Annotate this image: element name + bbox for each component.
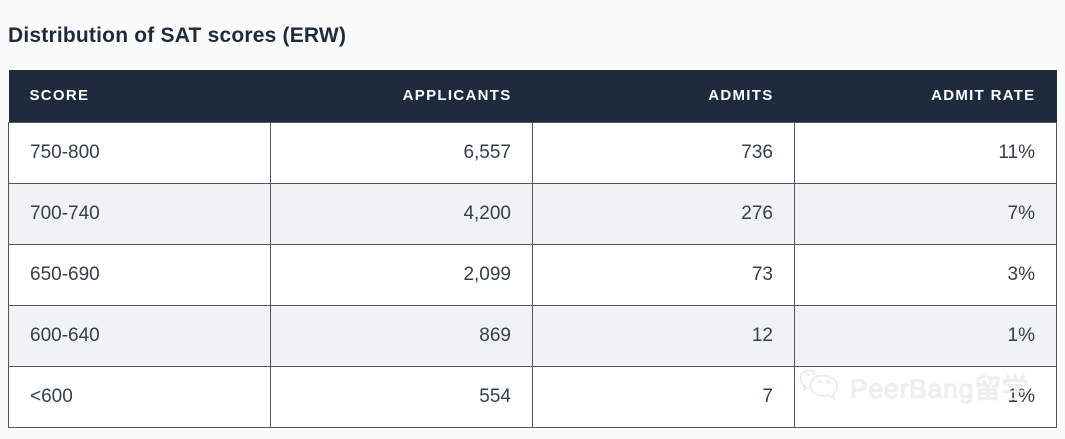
cell-admit-rate: 1% [794,365,1057,428]
cell-score: <600 [8,365,271,428]
table-row: 750-800 6,557 736 11% [8,121,1057,184]
col-header-score: SCORE [8,70,271,122]
col-header-admit-rate: ADMIT RATE [794,70,1057,122]
cell-applicants: 4,200 [270,182,533,245]
cell-applicants: 6,557 [270,121,533,184]
cell-applicants: 869 [270,304,533,367]
cell-score: 700-740 [8,182,271,245]
col-header-admits: ADMITS [532,70,795,122]
table-row: 650-690 2,099 73 3% [8,243,1057,306]
cell-admit-rate: 1% [794,304,1057,367]
cell-admit-rate: 3% [794,243,1057,306]
cell-admits: 12 [532,304,795,367]
table-row: 700-740 4,200 276 7% [8,182,1057,245]
table-row: <600 554 7 1% [8,365,1057,428]
cell-score: 600-640 [8,304,271,367]
table-header-row: SCORE APPLICANTS ADMITS ADMIT RATE [8,70,1057,122]
page-title: Distribution of SAT scores (ERW) [8,24,347,47]
table-row: 600-640 869 12 1% [8,304,1057,367]
cell-applicants: 2,099 [270,243,533,306]
cell-admits: 736 [532,121,795,184]
sat-score-distribution-table: SCORE APPLICANTS ADMITS ADMIT RATE 750-8… [8,70,1057,428]
cell-admits: 73 [532,243,795,306]
cell-score: 650-690 [8,243,271,306]
cell-applicants: 554 [270,365,533,428]
col-header-applicants: APPLICANTS [270,70,533,122]
cell-score: 750-800 [8,121,271,184]
cell-admits: 276 [532,182,795,245]
cell-admit-rate: 7% [794,182,1057,245]
cell-admit-rate: 11% [794,121,1057,184]
cell-admits: 7 [532,365,795,428]
